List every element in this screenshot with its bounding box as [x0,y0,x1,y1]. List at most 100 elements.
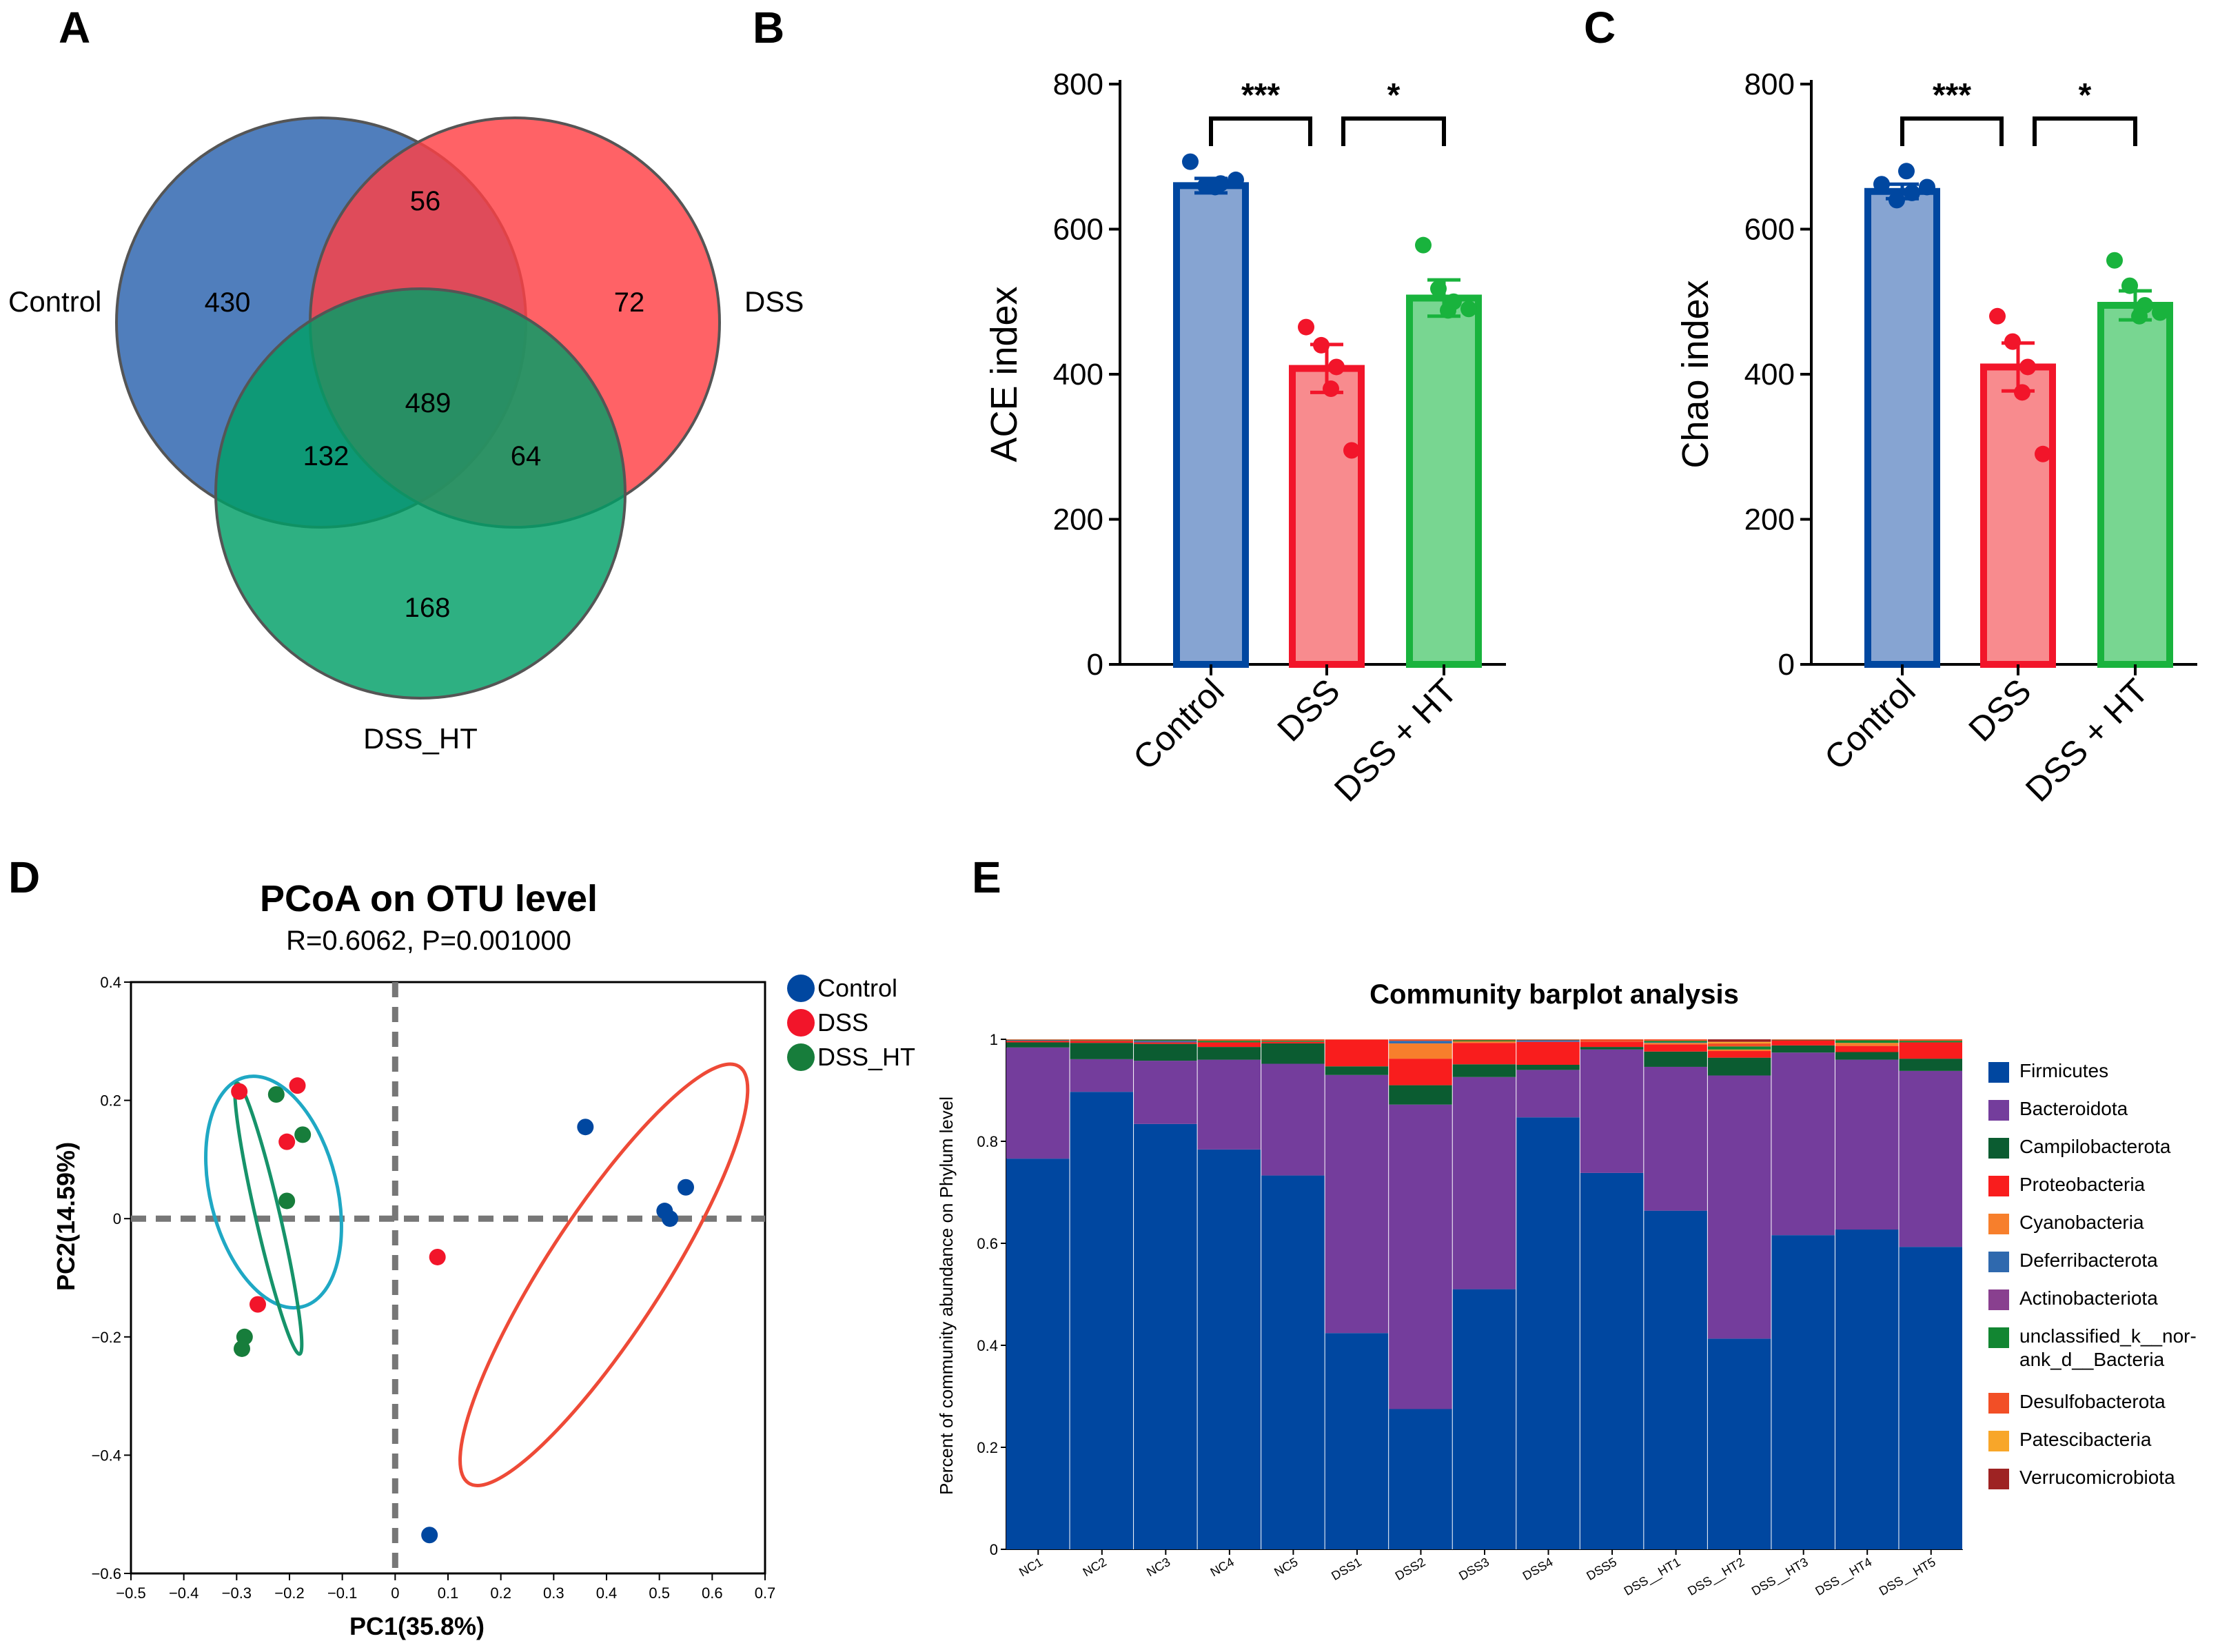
venn-diagram: 430 72 168 56 132 64 489 Control DSS DSS… [8,116,804,755]
significance-bracket [1341,116,1446,146]
x-tick-label: NC4 [1208,1555,1236,1579]
segment-unclassified-k-nor-ank-d-bacteria [1452,1040,1517,1041]
segment-desulfobacterota [1325,1039,1389,1040]
segment-unclassified-k-nor-ank-d-bacteria [1644,1041,1708,1043]
data-point [2004,333,2021,350]
x-tick-label: −0.1 [327,1584,357,1602]
x-tick-label: Control [1126,671,1232,777]
segment-firmicutes [1707,1338,1772,1549]
significance-bracket [1209,116,1312,146]
segment-firmicutes [1197,1149,1262,1549]
segment-campilobacterota [1006,1042,1070,1048]
segment-desulfobacterota [1580,1039,1645,1042]
legend-marker-control [787,975,815,1002]
legend-label: unclassified_k__nor- [2019,1325,2197,1347]
pcoa-plot: PCoA on OTU level R=0.6062, P=0.001000 P… [52,878,915,1640]
segment-bacteroidota [1516,1070,1580,1118]
y-tick-label: 0.4 [100,974,121,991]
pcoa-point-dss [278,1133,296,1150]
x-tick-label: 0.4 [596,1584,618,1602]
legend-marker-dss [787,1009,815,1037]
x-tick-label: 0.3 [543,1584,564,1602]
x-tick-label: 0 [391,1584,399,1602]
segment-unclassified-k-nor-ank-d-bacteria [1899,1041,1963,1043]
legend-swatch [1988,1393,2009,1414]
panel-letter-e: E [972,853,1001,902]
segment-deferribacterota [1006,1040,1070,1041]
y-tick-label: 0 [1087,648,1103,682]
data-point [1228,171,1244,188]
venn-label-dss: DSS [744,285,804,318]
legend-swatch [1988,1062,2009,1083]
y-tick-label: 0.4 [977,1337,998,1354]
segment-bacteroidota [1644,1066,1708,1211]
legend-label: Verrucomicrobiota [2019,1467,2175,1488]
segment-unclassified-k-nor-ank-d-bacteria [1516,1039,1580,1041]
segment-firmicutes [1006,1159,1070,1549]
segment-campilobacterota [1580,1047,1645,1050]
y-tick-label: −0.2 [92,1329,121,1346]
legend-marker-dss-ht [787,1043,815,1071]
x-tick-label: NC3 [1144,1555,1172,1579]
segment-desulfobacterota [1197,1039,1262,1041]
x-tick-label: −0.5 [116,1584,145,1602]
y-axis-label: ACE index [984,286,1025,462]
legend-swatch [1988,1327,2009,1348]
significance-label: * [2079,77,2092,114]
segment-campilobacterota [1835,1052,1900,1060]
segment-proteobacteria [1134,1042,1198,1044]
y-tick-label: 800 [1744,68,1795,101]
segment-proteobacteria [1771,1040,1835,1046]
x-tick-label: DSS [1270,671,1347,748]
legend-label: ank_d__Bacteria [2019,1349,2165,1370]
legend-swatch [1988,1431,2009,1451]
x-tick-label: DSS2 [1393,1555,1428,1583]
data-point [2014,384,2030,401]
venn-count-control-dss: 56 [410,186,441,216]
segment-bacteroidota [1325,1074,1389,1334]
legend-label: Proteobacteria [2019,1174,2146,1195]
significance-bracket [2033,116,2137,146]
pcoa-point-dss [250,1296,266,1313]
segment-unclassified-k-nor-ank-d-bacteria [1707,1046,1772,1050]
segment-campilobacterota [1516,1065,1580,1070]
segment-bacteroidota [1389,1104,1453,1409]
community-barplot: Community barplot analysis Percent of co… [936,979,2197,1599]
legend-swatch [1988,1100,2009,1121]
panel-letter-b: B [753,3,784,52]
segment-bacteroidota [1707,1075,1772,1339]
venn-circle-dss-ht [214,287,627,700]
legend-label-dss: DSS [817,1008,868,1037]
x-tick-label: 0.5 [649,1584,670,1602]
y-tick-label: 600 [1053,213,1103,247]
panel-letter-d: D [8,853,40,902]
data-point [1888,192,1905,209]
data-point [2019,358,2036,376]
pcoa-x-axis-label: PC1(35.8%) [349,1612,485,1640]
segment-desulfobacterota [1452,1039,1517,1041]
segment-proteobacteria [1006,1041,1070,1043]
legend-label: Desulfobacterota [2019,1391,2166,1412]
segment-campilobacterota [1197,1047,1262,1060]
legend-label: Patescibacteria [2019,1429,2152,1450]
segment-firmicutes [1452,1289,1517,1549]
x-tick-label: DSS__HT5 [1877,1555,1938,1599]
segment-proteobacteria [1452,1043,1517,1065]
pcoa-point-dss-ht [234,1340,250,1357]
venn-count-dss-dssht: 64 [511,441,542,471]
segment-desulfobacterota [1070,1039,1134,1041]
x-tick-label: 0.6 [702,1584,723,1602]
data-point [2121,277,2138,294]
segment-bacteroidota [1771,1052,1835,1236]
segment-bacteroidota [1452,1077,1517,1289]
legend-swatch [1988,1289,2009,1310]
y-tick-label: 0.2 [100,1092,121,1110]
data-point [1298,318,1314,336]
x-tick-label: DSS5 [1584,1555,1619,1583]
venn-label-dss-ht: DSS_HT [363,722,478,755]
pcoa-point-dss-ht [267,1086,285,1103]
segment-desulfobacterota [1644,1039,1708,1041]
data-point [1182,153,1199,170]
pcoa-point-control [678,1179,694,1196]
